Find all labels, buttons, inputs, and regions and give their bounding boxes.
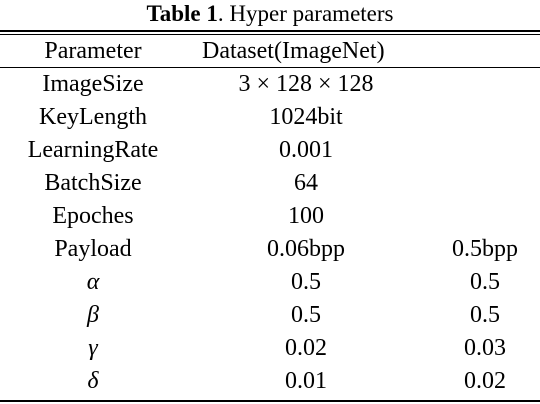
row-value-2: 0.02 [464, 368, 506, 394]
bottom-rule [0, 400, 540, 402]
header-parameter: Parameter [44, 38, 142, 64]
row-label-delta: δ [87, 368, 99, 394]
table-row: δ 0.01 0.02 [0, 365, 540, 398]
row-label: KeyLength [39, 104, 147, 130]
row-value: 100 [288, 203, 324, 229]
row-value: 3 × 128 × 128 [238, 71, 374, 97]
table-caption: Table 1. Hyper parameters [0, 0, 540, 28]
row-value-2: 0.03 [464, 335, 506, 361]
table-row: LearningRate 0.001 [0, 134, 540, 167]
table-row: γ 0.02 0.03 [0, 332, 540, 365]
row-value: 0.01 [285, 368, 327, 394]
table-row: KeyLength 1024bit [0, 101, 540, 134]
table-row: Payload 0.06bpp 0.5bpp [0, 233, 540, 266]
row-label-alpha: α [86, 269, 100, 295]
row-label: ImageSize [42, 71, 144, 97]
header-rule [0, 67, 540, 68]
table-row: Epoches 100 [0, 200, 540, 233]
row-label: BatchSize [44, 170, 142, 196]
table-header-row: Parameter Dataset(ImageNet) [0, 35, 540, 67]
row-value: 64 [294, 170, 318, 196]
row-value: 0.5 [291, 269, 321, 295]
row-label-gamma: γ [88, 335, 98, 361]
table-row: BatchSize 64 [0, 167, 540, 200]
row-label: LearningRate [27, 137, 159, 163]
row-value-2: 0.5 [470, 269, 500, 295]
table-row: ImageSize 3 × 128 × 128 [0, 68, 540, 101]
hyperparameter-table: Parameter Dataset(ImageNet) ImageSize 3 … [0, 35, 540, 398]
caption-text: . Hyper parameters [217, 1, 394, 26]
row-label-beta: β [87, 302, 99, 328]
row-label: Payload [54, 236, 132, 262]
row-value: 1024bit [269, 104, 343, 130]
row-value: 0.06bpp [267, 236, 345, 262]
row-value-2: 0.5 [470, 302, 500, 328]
caption-label: Table 1 [146, 1, 218, 26]
row-label: Epoches [52, 203, 134, 229]
table-row: α 0.5 0.5 [0, 266, 540, 299]
top-rule-thin [0, 34, 540, 35]
header-dataset: Dataset(ImageNet) [202, 38, 385, 64]
row-value: 0.02 [285, 335, 327, 361]
top-rule [0, 30, 540, 32]
row-value: 0.5 [291, 302, 321, 328]
table-row: β 0.5 0.5 [0, 299, 540, 332]
row-value-2: 0.5bpp [452, 236, 518, 262]
row-value: 0.001 [279, 137, 333, 163]
